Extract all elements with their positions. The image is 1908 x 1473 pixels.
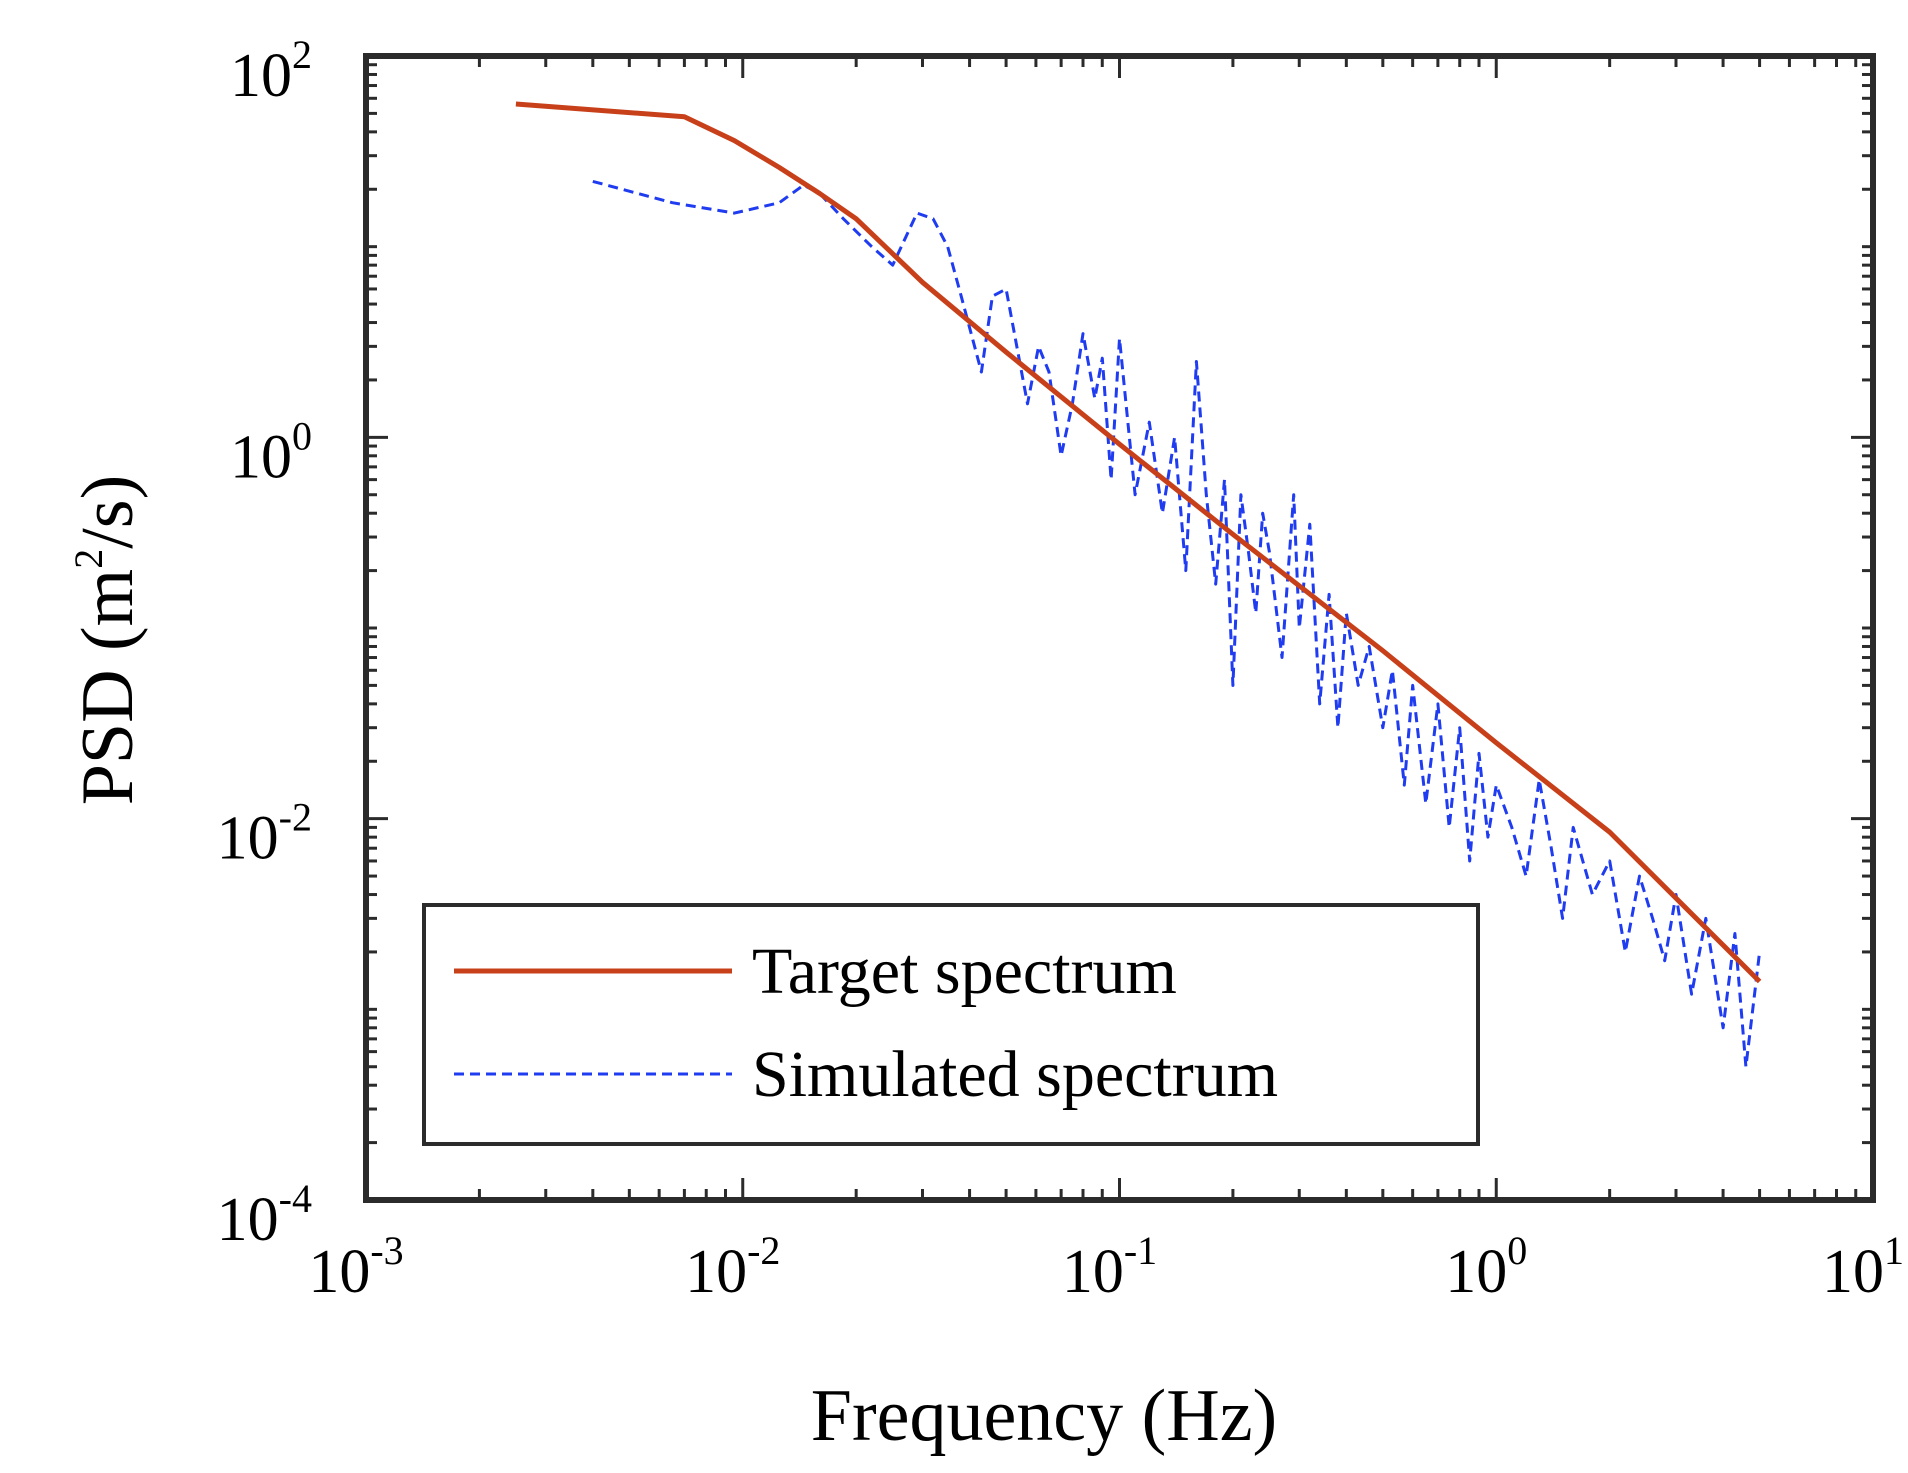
y-tick-label-base: 10 <box>217 805 279 873</box>
legend-box <box>422 903 1480 1146</box>
legend-label-simulated: Simulated spectrum <box>752 1038 1278 1111</box>
x-tick-label-exp: -3 <box>370 1228 403 1273</box>
x-tick-label: 10-1 <box>1062 1228 1157 1306</box>
x-tick-label-base: 10 <box>685 1238 747 1306</box>
y-tick-label-exp: 2 <box>292 32 312 77</box>
y-tick-label: 10-4 <box>217 1176 312 1254</box>
y-tick-label: 10-2 <box>217 795 312 873</box>
x-tick-label-base: 10 <box>1445 1238 1507 1306</box>
y-tick-label: 100 <box>230 413 312 491</box>
y-tick-label-exp: 0 <box>292 413 312 458</box>
x-tick-label-base: 10 <box>1822 1238 1884 1306</box>
y-axis-label-sup: 2 <box>66 549 111 569</box>
x-tick-label: 100 <box>1445 1228 1527 1306</box>
x-axis-label: Frequency (Hz) <box>811 1375 1277 1457</box>
x-tick-label-exp: 1 <box>1884 1228 1904 1273</box>
series-line-target <box>515 101 1762 984</box>
plot-frame <box>363 53 1876 1203</box>
y-tick-label-base: 10 <box>230 423 292 491</box>
plot-area <box>515 101 1762 1069</box>
x-tick-label: 10-3 <box>308 1228 403 1306</box>
y-tick-label-exp: -2 <box>279 795 312 840</box>
y-tick-label-exp: -4 <box>279 1176 312 1221</box>
x-tick-label-base: 10 <box>1062 1238 1124 1306</box>
x-tick-label-base: 10 <box>308 1238 370 1306</box>
y-tick-label-base: 10 <box>230 42 292 110</box>
x-tick-label-exp: -2 <box>747 1228 780 1273</box>
y-axis-label: PSD (m2/s) <box>66 475 149 805</box>
y-axis-label-end: /s) <box>67 475 149 549</box>
legend: Target spectrum Simulated spectrum <box>422 903 1480 1146</box>
x-tick-label-exp: -1 <box>1124 1228 1157 1273</box>
y-tick-label: 102 <box>230 32 312 110</box>
legend-label-target: Target spectrum <box>752 935 1177 1008</box>
x-tick-label-exp: 0 <box>1507 1228 1527 1273</box>
y-axis-label-main: PSD (m <box>67 569 149 805</box>
x-tick-label: 10-2 <box>685 1228 780 1306</box>
y-tick-label-base: 10 <box>217 1186 279 1254</box>
x-tick-label: 101 <box>1822 1228 1904 1306</box>
